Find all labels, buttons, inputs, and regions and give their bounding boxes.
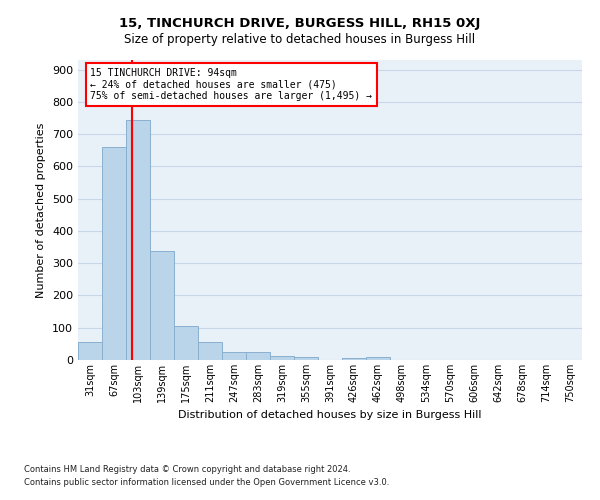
Text: Size of property relative to detached houses in Burgess Hill: Size of property relative to detached ho… xyxy=(124,32,476,46)
Bar xyxy=(342,358,366,360)
Bar xyxy=(174,326,198,360)
Y-axis label: Number of detached properties: Number of detached properties xyxy=(37,122,46,298)
Bar xyxy=(366,358,390,360)
Bar xyxy=(150,251,174,360)
Text: 15, TINCHURCH DRIVE, BURGESS HILL, RH15 0XJ: 15, TINCHURCH DRIVE, BURGESS HILL, RH15 … xyxy=(119,18,481,30)
Bar xyxy=(126,120,150,360)
Bar xyxy=(246,352,270,360)
Bar xyxy=(294,358,318,360)
Text: Contains public sector information licensed under the Open Government Licence v3: Contains public sector information licen… xyxy=(24,478,389,487)
Bar xyxy=(198,342,222,360)
Bar xyxy=(222,352,246,360)
X-axis label: Distribution of detached houses by size in Burgess Hill: Distribution of detached houses by size … xyxy=(178,410,482,420)
Bar xyxy=(270,356,294,360)
Bar xyxy=(78,342,102,360)
Text: 15 TINCHURCH DRIVE: 94sqm
← 24% of detached houses are smaller (475)
75% of semi: 15 TINCHURCH DRIVE: 94sqm ← 24% of detac… xyxy=(91,68,373,102)
Text: Contains HM Land Registry data © Crown copyright and database right 2024.: Contains HM Land Registry data © Crown c… xyxy=(24,466,350,474)
Bar xyxy=(102,147,126,360)
